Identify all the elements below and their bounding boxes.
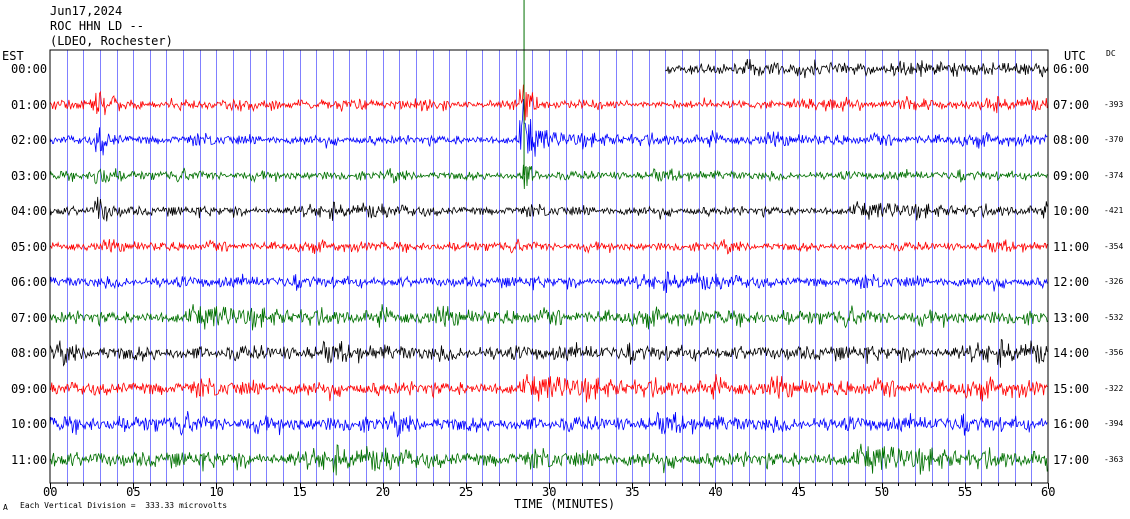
utc-time-label: 06:00: [1053, 62, 1090, 76]
x-tick-label: 60: [1041, 485, 1056, 499]
trace-row-0600: [49, 271, 1048, 294]
dc-offset-label: -322: [1104, 383, 1124, 393]
dc-offset-label: -393: [1104, 99, 1124, 109]
utc-axis-title: UTC: [1064, 49, 1086, 63]
trace-row-0200: [49, 98, 1048, 157]
trace-row-0000: [665, 59, 1049, 79]
x-tick-label: 25: [458, 485, 474, 499]
dc-offset-label: -394: [1104, 419, 1124, 428]
dc-offset-label: -374: [1104, 170, 1124, 180]
utc-time-label: 12:00: [1053, 275, 1090, 289]
x-tick-label: 35: [625, 485, 640, 499]
header-date: Jun17,2024: [50, 4, 123, 18]
est-time-label: 02:00: [11, 133, 48, 147]
x-tick-label: 45: [791, 485, 806, 499]
utc-time-label: 07:00: [1053, 97, 1090, 112]
est-time-label: 10:00: [11, 417, 48, 431]
seismic-traces: [49, 0, 1049, 476]
est-time-label: 11:00: [11, 452, 48, 467]
trace-row-0800: [49, 338, 1048, 368]
dc-offset-label: -421: [1104, 206, 1124, 215]
dc-offset-label: -326: [1104, 277, 1124, 286]
dc-offset-label: -532: [1104, 312, 1124, 322]
x-tick-label: 20: [375, 485, 391, 499]
x-tick-label: 55: [957, 485, 973, 499]
x-axis-ticks: [50, 483, 1049, 489]
trace-row-0300: [49, 164, 1048, 190]
utc-time-label: 08:00: [1053, 133, 1090, 147]
est-time-label: 01:00: [11, 97, 48, 112]
minute-grid: [67, 50, 1032, 483]
dc-offset-label: -363: [1104, 454, 1124, 464]
trace-row-1100: [49, 443, 1048, 476]
est-time-label: 09:00: [11, 381, 48, 396]
dc-offset-label: -356: [1104, 348, 1124, 357]
est-time-label: 04:00: [11, 204, 48, 218]
scale-note: Each Vertical Division = 333.33 microvol…: [20, 501, 228, 510]
footer-mark: A: [3, 503, 8, 512]
trace-row-0900: [49, 373, 1048, 403]
est-time-label: 03:00: [11, 168, 48, 183]
est-time-label: 08:00: [11, 346, 48, 360]
x-tick-label: 10: [209, 485, 224, 499]
utc-time-label: 15:00: [1053, 381, 1090, 396]
x-tick-label: 30: [542, 485, 557, 499]
utc-time-label: 11:00: [1053, 239, 1090, 254]
utc-time-label: 16:00: [1053, 417, 1090, 431]
utc-time-label: 17:00: [1053, 452, 1090, 467]
x-tick-label: 05: [126, 485, 141, 499]
trace-row-0500: [49, 238, 1048, 255]
x-tick-label: 50: [874, 485, 890, 499]
x-axis-label: TIME (MINUTES): [514, 497, 616, 511]
est-time-label: 05:00: [11, 239, 48, 254]
utc-time-label: 10:00: [1053, 204, 1090, 218]
x-tick-label: 40: [708, 485, 723, 499]
x-tick-label: 00: [43, 485, 58, 499]
trace-row-0100: [49, 84, 1048, 121]
trace-row-1000: [49, 410, 1048, 438]
utc-time-label: 14:00: [1053, 346, 1090, 360]
trace-row-0700: [49, 304, 1048, 331]
header-network: (LDEO, Rochester): [50, 34, 173, 48]
header-station: ROC HHN LD --: [50, 19, 144, 33]
x-tick-label: 15: [292, 485, 307, 499]
utc-time-label: 13:00: [1053, 310, 1090, 325]
dc-title: DC: [1106, 49, 1116, 58]
utc-time-label: 09:00: [1053, 168, 1090, 183]
est-time-label: 00:00: [11, 62, 48, 76]
est-time-label: 07:00: [11, 310, 48, 325]
est-time-label: 06:00: [11, 275, 48, 289]
est-axis-title: EST: [2, 49, 24, 63]
dc-offset-label: -370: [1104, 135, 1124, 144]
dc-offset-label: -354: [1104, 241, 1124, 251]
trace-row-0400: [49, 196, 1048, 222]
